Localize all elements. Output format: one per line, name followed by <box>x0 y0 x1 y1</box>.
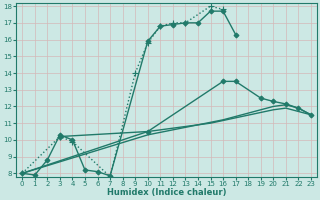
X-axis label: Humidex (Indice chaleur): Humidex (Indice chaleur) <box>107 188 226 197</box>
